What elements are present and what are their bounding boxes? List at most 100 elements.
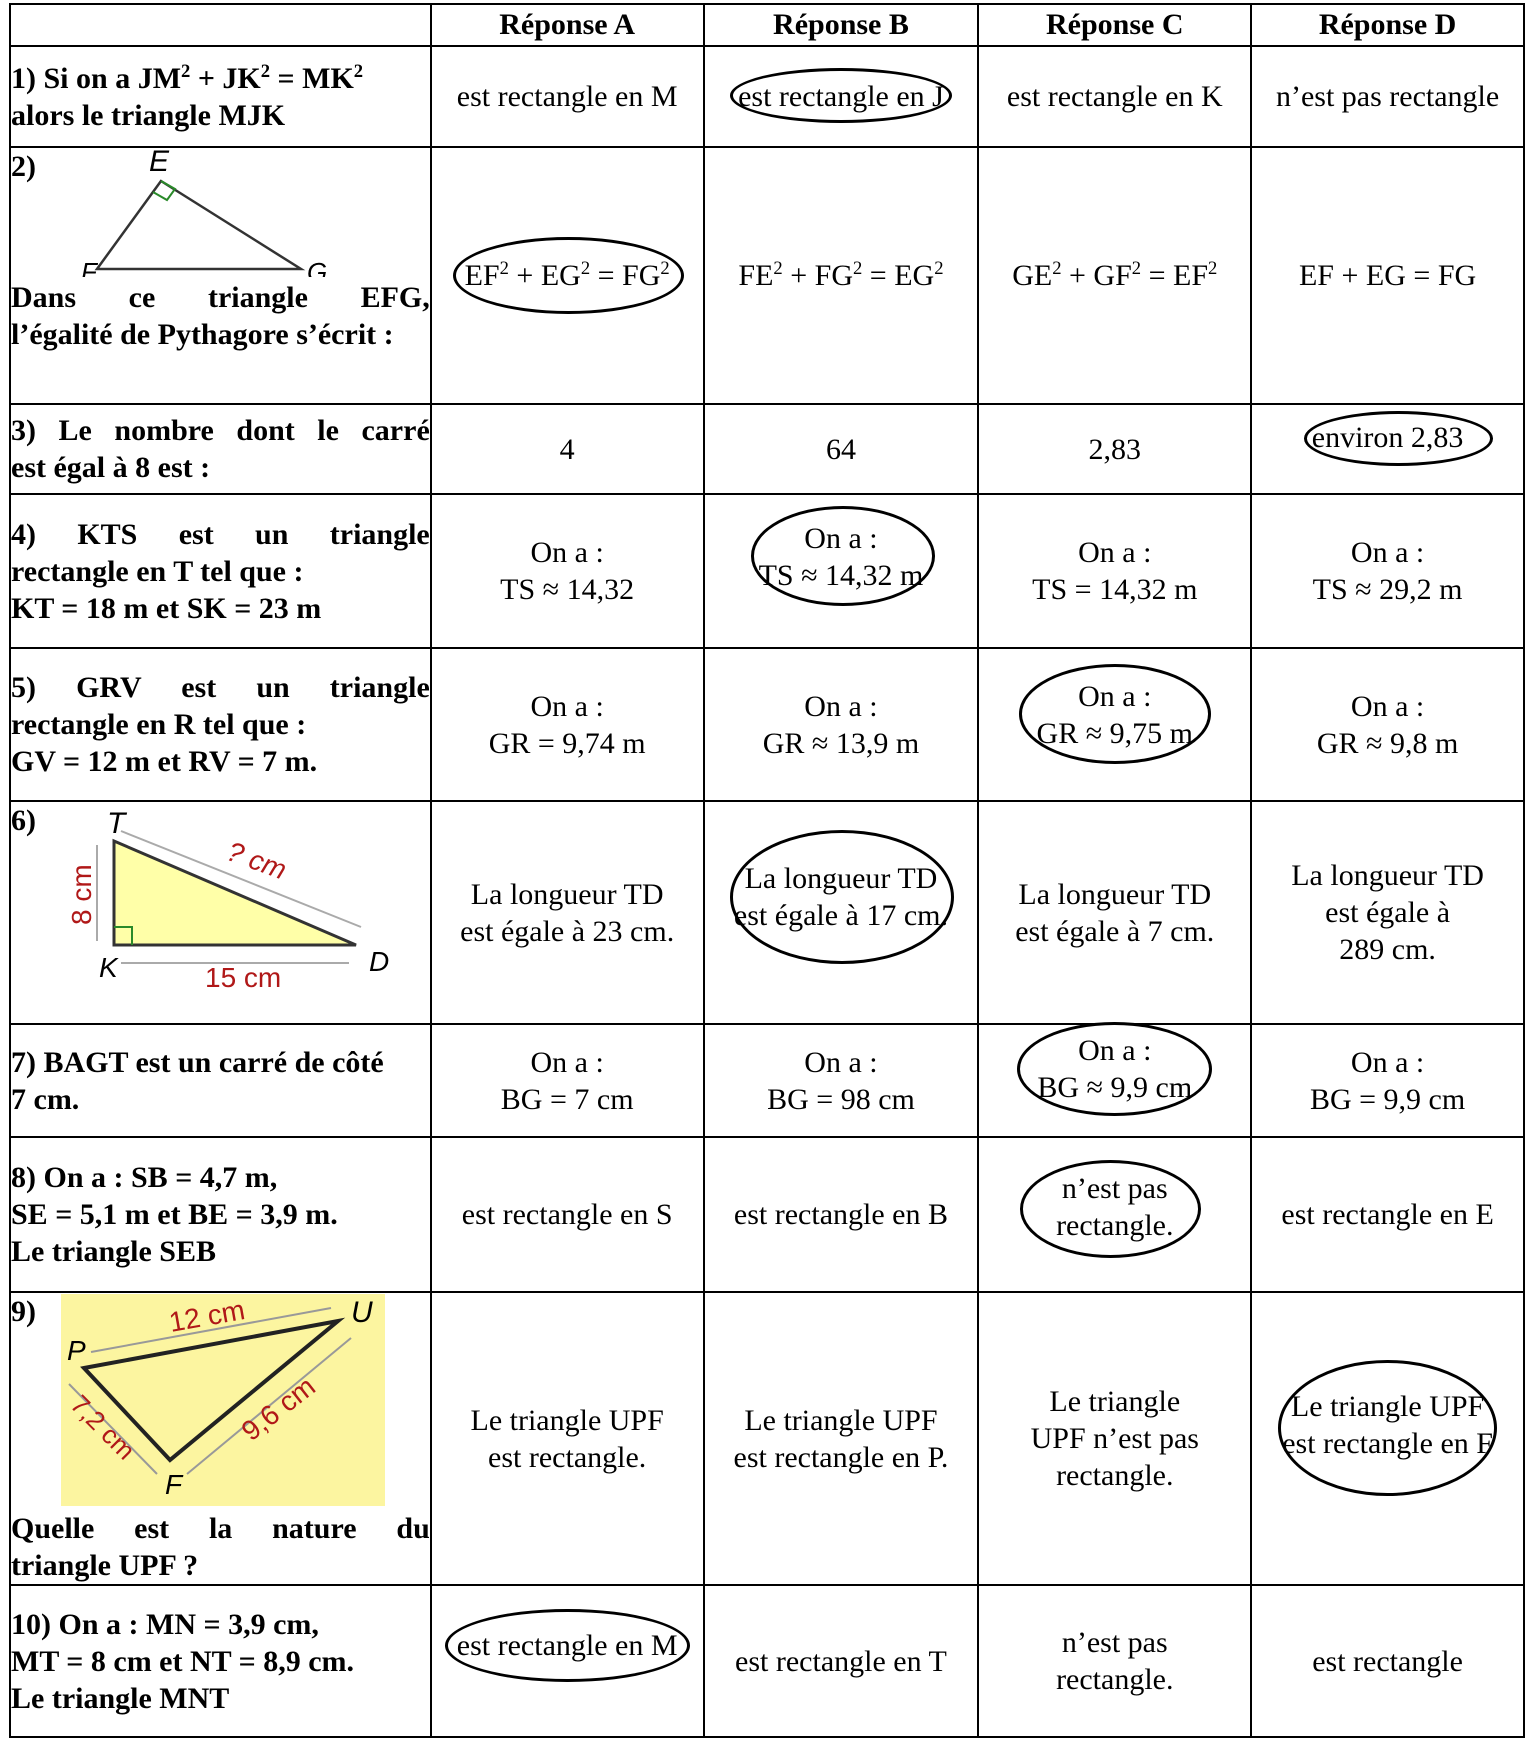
answer-7b: On a : BG = 98 cm <box>702 1023 980 1138</box>
header-row: Réponse A Réponse B Réponse C Réponse D <box>9 3 1525 47</box>
answer-line: TS ≈ 14,32 <box>500 573 635 606</box>
answer-10d: est rectangle <box>1250 1584 1525 1738</box>
circled-answer: EF2 + EG2 = FG2 <box>452 237 684 314</box>
answer-text: est rectangle en J <box>738 80 944 113</box>
answer-text: est rectangle en K <box>1006 80 1223 113</box>
question-row-5: 5) GRV est un triangle rectangle en R te… <box>9 647 1525 802</box>
question-row-8: 8) On a : SB = 4,7 m, SE = 5,1 m et BE =… <box>9 1136 1525 1293</box>
answer-line: n’est pas <box>1061 1626 1168 1659</box>
question-8-line-1: 8) On a : SB = 4,7 m, <box>11 1161 278 1194</box>
question-row-9: 9) U P F 12 cm 7,2 cm 9,6 cm Quelle est … <box>9 1291 1525 1586</box>
answer-line: Le triangle UPF <box>470 1403 664 1437</box>
question-4: 4) KTS est un triangle rectangle en T te… <box>9 493 432 649</box>
answer-line: est égale à <box>1325 896 1451 929</box>
answer-10b: est rectangle en T <box>702 1584 980 1738</box>
question-6-number: 6) <box>11 804 36 837</box>
question-10-line-1: 10) On a : MN = 3,9 cm, <box>11 1607 319 1641</box>
answer-3c: 2,83 <box>977 403 1253 495</box>
question-4-line-2: rectangle en T tel que : <box>11 554 304 588</box>
question-1-line-2: alors le triangle MJK <box>11 98 286 132</box>
answer-8a: est rectangle en S <box>429 1136 705 1293</box>
header-answer-a: Réponse A <box>429 3 705 47</box>
answer-line: est rectangle en B <box>733 1198 948 1231</box>
question-8-line-3: Le triangle SEB <box>11 1235 217 1268</box>
answer-line: est égale à 7 cm. <box>1015 914 1215 948</box>
header-answer-b: Réponse B <box>702 3 980 47</box>
answer-line: La longueur TD <box>470 877 664 911</box>
question-2-number: 2) <box>11 150 36 183</box>
answer-3b: 64 <box>702 403 980 495</box>
question-2-line-2: l’égalité de Pythagore s’écrit : <box>11 318 394 351</box>
answer-line: est rectangle <box>1312 1644 1463 1678</box>
answer-line: rectangle. <box>1056 1208 1174 1242</box>
question-10-line-3: Le triangle MNT <box>11 1681 230 1715</box>
question-4-line-1: 4) KTS est un triangle <box>11 517 430 551</box>
answer-line: On a : <box>530 536 604 569</box>
answer-7a: On a : BG = 7 cm <box>429 1023 705 1138</box>
question-9-number: 9) <box>11 1295 36 1328</box>
quiz-table: Réponse A Réponse B Réponse C Réponse D … <box>9 3 1525 1738</box>
answer-1b: est rectangle en J <box>702 45 980 148</box>
header-empty <box>9 3 432 47</box>
answer-1c: est rectangle en K <box>977 45 1253 148</box>
triangle-efg-figure: E F G <box>81 147 327 277</box>
circled-answer: Le triangle UPF est rectangle en F <box>1278 1359 1497 1496</box>
question-row-4: 4) KTS est un triangle rectangle en T te… <box>9 493 1525 649</box>
answer-line: GR ≈ 9,8 m <box>1316 726 1459 760</box>
triangle-upf-figure: U P F 12 cm 7,2 cm 9,6 cm <box>61 1294 385 1506</box>
question-7-line-2: 7 cm. <box>11 1082 80 1116</box>
question-3-line-1: 3) Le nombre dont le carré <box>11 414 430 447</box>
circled-answer: est rectangle en M <box>444 1608 690 1682</box>
label-d: D <box>369 946 389 977</box>
label-hypotenuse: ? cm <box>223 836 291 886</box>
circled-answer: environ 2,83 <box>1303 410 1494 466</box>
label-k: K <box>99 952 119 983</box>
answer-line: BG ≈ 9,9 cm <box>1037 1070 1193 1104</box>
answer-5d: On a : GR ≈ 9,8 m <box>1250 647 1525 802</box>
answer-text: 4 <box>559 432 575 466</box>
answer-3a: 4 <box>429 403 705 495</box>
answer-7d: On a : BG = 9,9 cm <box>1250 1023 1525 1138</box>
question-row-3: 3) Le nombre dont le carré est égal à 8 … <box>9 403 1525 495</box>
question-row-1: 1) Si on a JM2 + JK2 = MK2 alors le tria… <box>9 45 1525 148</box>
question-1-line-1: 1) Si on a JM2 + JK2 = MK2 <box>11 60 364 95</box>
answer-line: est égale à 23 cm. <box>460 914 675 948</box>
answer-line: est rectangle en M <box>456 1628 678 1662</box>
label-t: T <box>107 807 128 840</box>
answer-line: La longueur TD <box>1291 859 1484 892</box>
question-8: 8) On a : SB = 4,7 m, SE = 5,1 m et BE =… <box>9 1136 432 1293</box>
question-3-line-2: est égal à 8 est : <box>11 451 211 484</box>
answer-line: est rectangle en F <box>1282 1426 1493 1460</box>
answer-line: BG = 98 cm <box>767 1082 915 1116</box>
question-8-line-2: SE = 5,1 m et BE = 3,9 m. <box>11 1198 338 1231</box>
answer-5a: On a : GR = 9,74 m <box>429 647 705 802</box>
answer-text: 2,83 <box>1088 432 1142 466</box>
header-answer-c: Réponse C <box>977 3 1253 47</box>
answer-line: La longueur TD <box>1018 877 1212 911</box>
answer-line: est rectangle. <box>488 1440 647 1474</box>
answer-line: On a : <box>804 689 878 723</box>
question-10: 10) On a : MN = 3,9 cm, MT = 8 cm et NT … <box>9 1584 432 1738</box>
answer-2a: EF2 + EG2 = FG2 <box>429 146 705 405</box>
answer-10a: est rectangle en M <box>429 1584 705 1738</box>
question-7-line-1: 7) BAGT est un carré de côté <box>11 1045 384 1079</box>
answer-line: TS = 14,32 m <box>1032 573 1198 606</box>
answer-7c: On a : BG ≈ 9,9 cm <box>977 1021 1253 1138</box>
answer-9a: Le triangle UPF est rectangle. <box>429 1291 705 1586</box>
answer-line: La longueur TD <box>744 861 938 895</box>
answer-4c: On a : TS = 14,32 m <box>977 493 1253 649</box>
answer-9d: Le triangle UPF est rectangle en F <box>1250 1291 1525 1586</box>
question-5: 5) GRV est un triangle rectangle en R te… <box>9 647 432 802</box>
circled-answer: On a : GR ≈ 9,75 m <box>1018 663 1212 764</box>
answer-line: On a : <box>1078 536 1152 569</box>
answer-line: GR ≈ 13,9 m <box>762 726 920 760</box>
answer-line: Le triangle UPF <box>744 1403 938 1437</box>
answer-line: Le triangle UPF <box>1290 1389 1485 1423</box>
answer-6b: La longueur TD est égale à 17 cm. <box>702 800 980 1025</box>
circled-answer: La longueur TD est égale à 17 cm. <box>729 829 954 964</box>
answer-line: On a : <box>1078 679 1152 713</box>
answer-line: rectangle. <box>1056 1663 1174 1696</box>
answer-4d: On a : TS ≈ 29,2 m <box>1250 493 1525 649</box>
question-4-line-3: KT = 18 m et SK = 23 m <box>11 591 322 625</box>
question-2: 2) E F G Dans ce triangle EFG, l’égalité… <box>9 146 432 405</box>
